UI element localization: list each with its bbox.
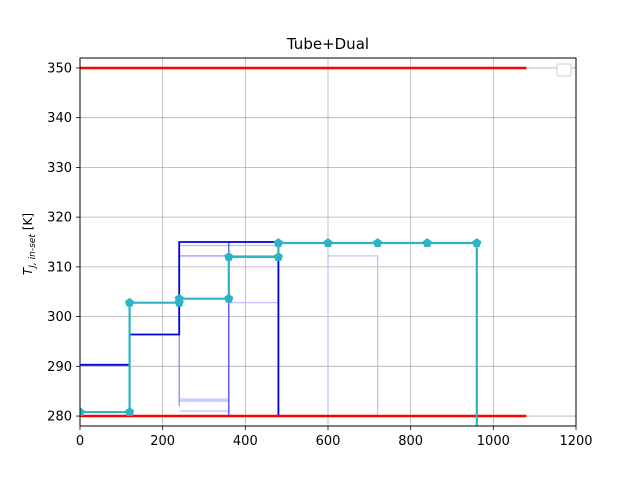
x-tick-label: 400	[233, 434, 258, 449]
series-marker	[323, 238, 333, 247]
x-tick-label: 0	[76, 434, 84, 449]
series-marker	[124, 297, 135, 307]
y-tick-label: 340	[47, 111, 72, 126]
series-group	[80, 66, 527, 426]
legend-box	[556, 63, 572, 77]
series-line-4	[327, 255, 379, 417]
series-line-10	[80, 241, 478, 426]
series-marker	[273, 252, 284, 261]
series-marker	[124, 407, 135, 417]
y-label-unit: [K]	[21, 213, 35, 230]
y-label-main: T	[21, 266, 35, 275]
y-tick-label: 290	[47, 360, 72, 375]
series-marker	[224, 293, 234, 303]
series-marker	[472, 238, 482, 247]
series-marker	[80, 407, 85, 417]
series-line-3	[228, 302, 279, 417]
x-tick-label: 200	[150, 434, 175, 449]
series-marker	[224, 252, 234, 261]
y-tick-label: 280	[47, 410, 72, 425]
series-line-6	[228, 241, 279, 417]
x-tick-label: 1200	[559, 434, 592, 449]
y-label-sub: J, in-set	[28, 234, 38, 270]
x-tick-label: 1000	[477, 434, 510, 449]
y-tick-label: 310	[47, 260, 72, 275]
series-marker	[422, 238, 432, 247]
y-tick-label: 350	[47, 61, 72, 76]
y-tick-label: 320	[47, 211, 72, 226]
series-marker	[174, 293, 184, 303]
chart-title: Tube+Dual	[286, 35, 369, 53]
x-axis: 0 200 400 600 800 1000 1200	[76, 426, 593, 449]
y-tick-label: 330	[47, 161, 72, 176]
x-tick-label: 800	[398, 434, 423, 449]
y-axis: 280 290 300 310 320 330 340 350	[47, 61, 80, 425]
series-marker	[273, 238, 284, 247]
x-tick-label: 600	[316, 434, 341, 449]
y-tick-label: 300	[47, 310, 72, 325]
y-axis-label: TJ, in-set [K]	[21, 213, 38, 275]
series-marker	[372, 238, 383, 247]
series-layer	[80, 66, 527, 426]
